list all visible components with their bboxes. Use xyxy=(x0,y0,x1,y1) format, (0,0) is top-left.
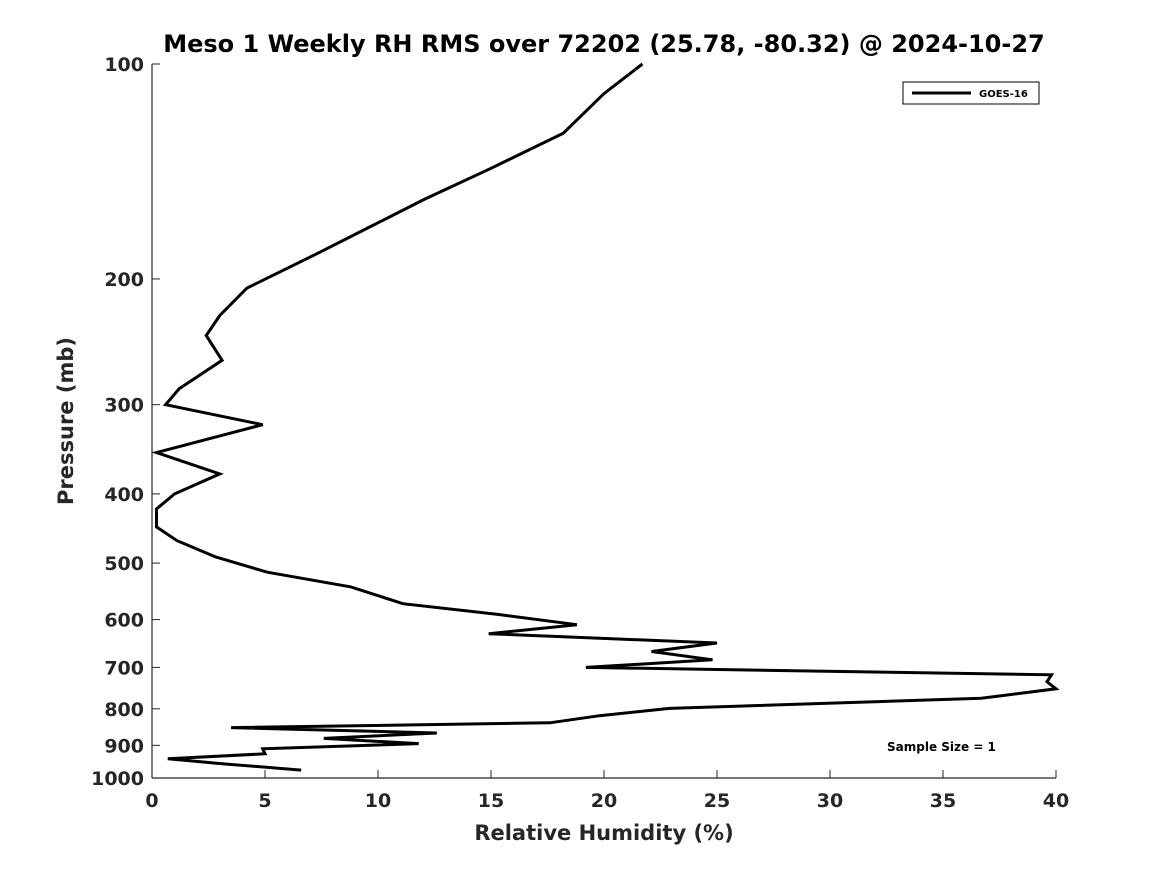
x-tick-label: 40 xyxy=(1043,790,1069,812)
x-tick-label: 0 xyxy=(145,790,158,812)
y-tick-label: 200 xyxy=(104,269,144,291)
y-tick-label: 400 xyxy=(104,484,144,506)
x-tick-label: 30 xyxy=(817,790,843,812)
series-line-goes-16 xyxy=(151,62,1060,772)
y-tick-label: 600 xyxy=(104,610,144,632)
y-tick-label: 1000 xyxy=(91,768,144,790)
y-tick-label: 700 xyxy=(104,657,144,679)
x-tick-label: 25 xyxy=(704,790,730,812)
x-tick-label: 10 xyxy=(365,790,391,812)
sample-size-annotation: Sample Size = 1 xyxy=(887,740,996,754)
y-tick-label: 300 xyxy=(104,395,144,417)
y-tick-label: 900 xyxy=(104,735,144,757)
x-tick-label: 15 xyxy=(478,790,504,812)
x-axis-label: Relative Humidity (%) xyxy=(474,821,733,845)
legend: GOES-16 xyxy=(902,81,1040,105)
x-tick-label: 35 xyxy=(930,790,956,812)
y-tick-label: 800 xyxy=(104,699,144,721)
y-axis-label: Pressure (mb) xyxy=(54,337,78,505)
legend-label-goes-16: GOES-16 xyxy=(979,89,1028,100)
y-axis-ticks: 100 200 300 400 500 600 700 800 900 1000 xyxy=(91,54,160,790)
x-axis-ticks: 0 5 10 15 20 25 30 35 40 xyxy=(145,770,1069,812)
series-layer xyxy=(151,62,1060,772)
x-tick-label: 5 xyxy=(258,790,271,812)
chart-title: Meso 1 Weekly RH RMS over 72202 (25.78, … xyxy=(163,30,1045,58)
y-tick-label: 100 xyxy=(104,54,144,76)
x-tick-label: 20 xyxy=(591,790,617,812)
y-tick-label: 500 xyxy=(104,553,144,575)
